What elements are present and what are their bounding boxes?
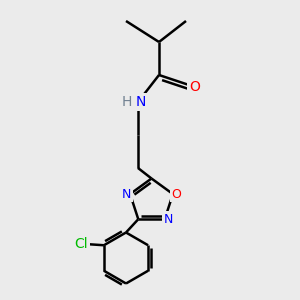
Text: N: N — [122, 188, 131, 200]
Text: O: O — [172, 188, 182, 200]
Text: N: N — [136, 95, 146, 109]
Text: Cl: Cl — [75, 237, 88, 251]
Text: H: H — [122, 95, 132, 109]
Text: N: N — [164, 213, 173, 226]
Text: O: O — [190, 80, 200, 94]
